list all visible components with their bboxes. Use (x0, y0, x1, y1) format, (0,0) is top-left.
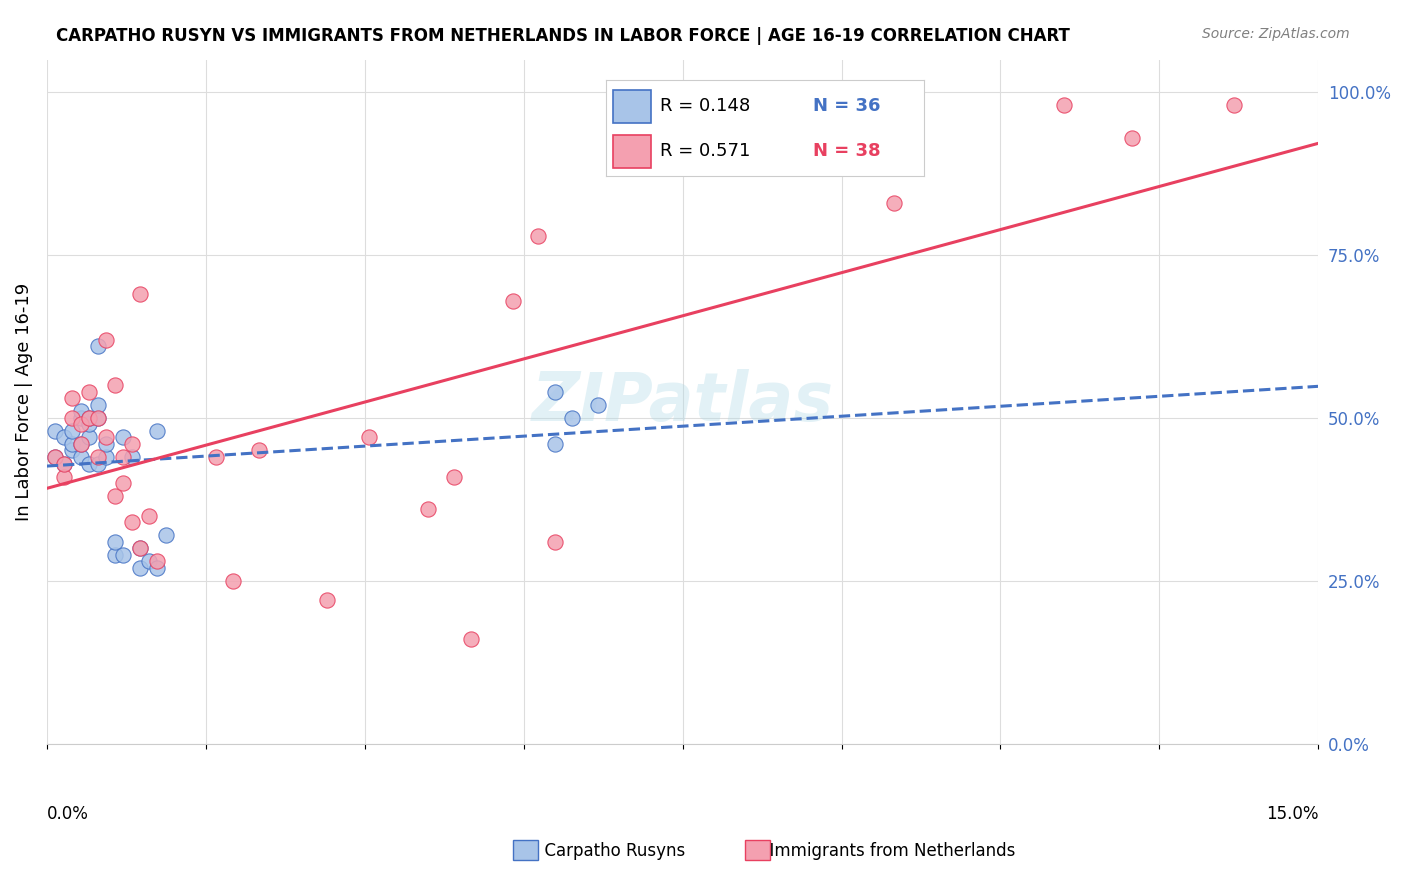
Point (146, 561, 169, 575)
Point (44, 450, 66, 464)
Point (52, 469, 75, 483)
Point (121, 515, 143, 529)
Point (146, 554, 169, 568)
Point (502, 293, 524, 308)
Point (96, 450, 118, 464)
Point (69, 450, 91, 464)
Point (60, 443, 83, 458)
Point (69, 404, 91, 418)
Point (60, 424, 83, 438)
Point (129, 561, 152, 575)
Point (129, 541, 152, 556)
Point (69, 437, 91, 451)
Point (112, 450, 135, 464)
Point (112, 476, 135, 491)
Point (357, 430, 380, 444)
Point (222, 574, 245, 588)
Point (1222, 98, 1244, 112)
Point (205, 450, 228, 464)
Point (1053, 98, 1076, 112)
Point (60, 437, 83, 451)
Point (87, 450, 110, 464)
Point (544, 534, 567, 549)
Point (121, 437, 143, 451)
Point (87, 457, 110, 471)
Point (87, 398, 110, 412)
Point (561, 411, 583, 425)
Text: CARPATHO RUSYN VS IMMIGRANTS FROM NETHERLANDS IN LABOR FORCE | AGE 16-19 CORRELA: CARPATHO RUSYN VS IMMIGRANTS FROM NETHER… (56, 27, 1070, 45)
Point (527, 228, 550, 243)
Point (87, 339, 110, 353)
Point (52, 430, 75, 444)
Point (96, 437, 118, 451)
Point (96, 430, 118, 444)
Point (77, 411, 100, 425)
Text: Immigrants from Netherlands: Immigrants from Netherlands (759, 842, 1015, 860)
Point (1121, 130, 1143, 145)
Point (52, 457, 75, 471)
Point (104, 489, 127, 503)
Point (104, 534, 127, 549)
Point (77, 384, 100, 399)
Point (315, 593, 337, 607)
Point (69, 437, 91, 451)
Point (96, 333, 118, 347)
Point (155, 528, 177, 542)
Point (87, 411, 110, 425)
Point (586, 398, 609, 412)
Point (60, 411, 83, 425)
Point (69, 411, 91, 425)
Point (44, 424, 66, 438)
Point (60, 392, 83, 406)
Point (138, 554, 160, 568)
Point (104, 378, 127, 392)
Point (129, 287, 152, 301)
Point (112, 430, 135, 444)
Text: Carpatho Rusyns: Carpatho Rusyns (534, 842, 686, 860)
Y-axis label: In Labor Force | Age 16-19: In Labor Force | Age 16-19 (15, 283, 32, 521)
Point (883, 195, 905, 210)
Point (146, 424, 169, 438)
Point (44, 450, 66, 464)
Text: ZIPatlas: ZIPatlas (531, 368, 834, 434)
Point (52, 457, 75, 471)
Text: 15.0%: 15.0% (1265, 805, 1319, 823)
Point (87, 411, 110, 425)
Point (77, 457, 100, 471)
Text: 0.0%: 0.0% (46, 805, 89, 823)
Point (247, 443, 270, 458)
Point (112, 548, 135, 562)
Point (77, 411, 100, 425)
Point (418, 502, 440, 516)
Point (77, 417, 100, 432)
Point (544, 437, 567, 451)
Point (460, 632, 482, 647)
Point (129, 541, 152, 556)
Point (544, 384, 567, 399)
Point (77, 430, 100, 444)
Point (104, 548, 127, 562)
Point (69, 417, 91, 432)
Point (121, 450, 143, 464)
Point (138, 508, 160, 523)
Point (443, 469, 465, 483)
Text: Source: ZipAtlas.com: Source: ZipAtlas.com (1202, 27, 1350, 41)
